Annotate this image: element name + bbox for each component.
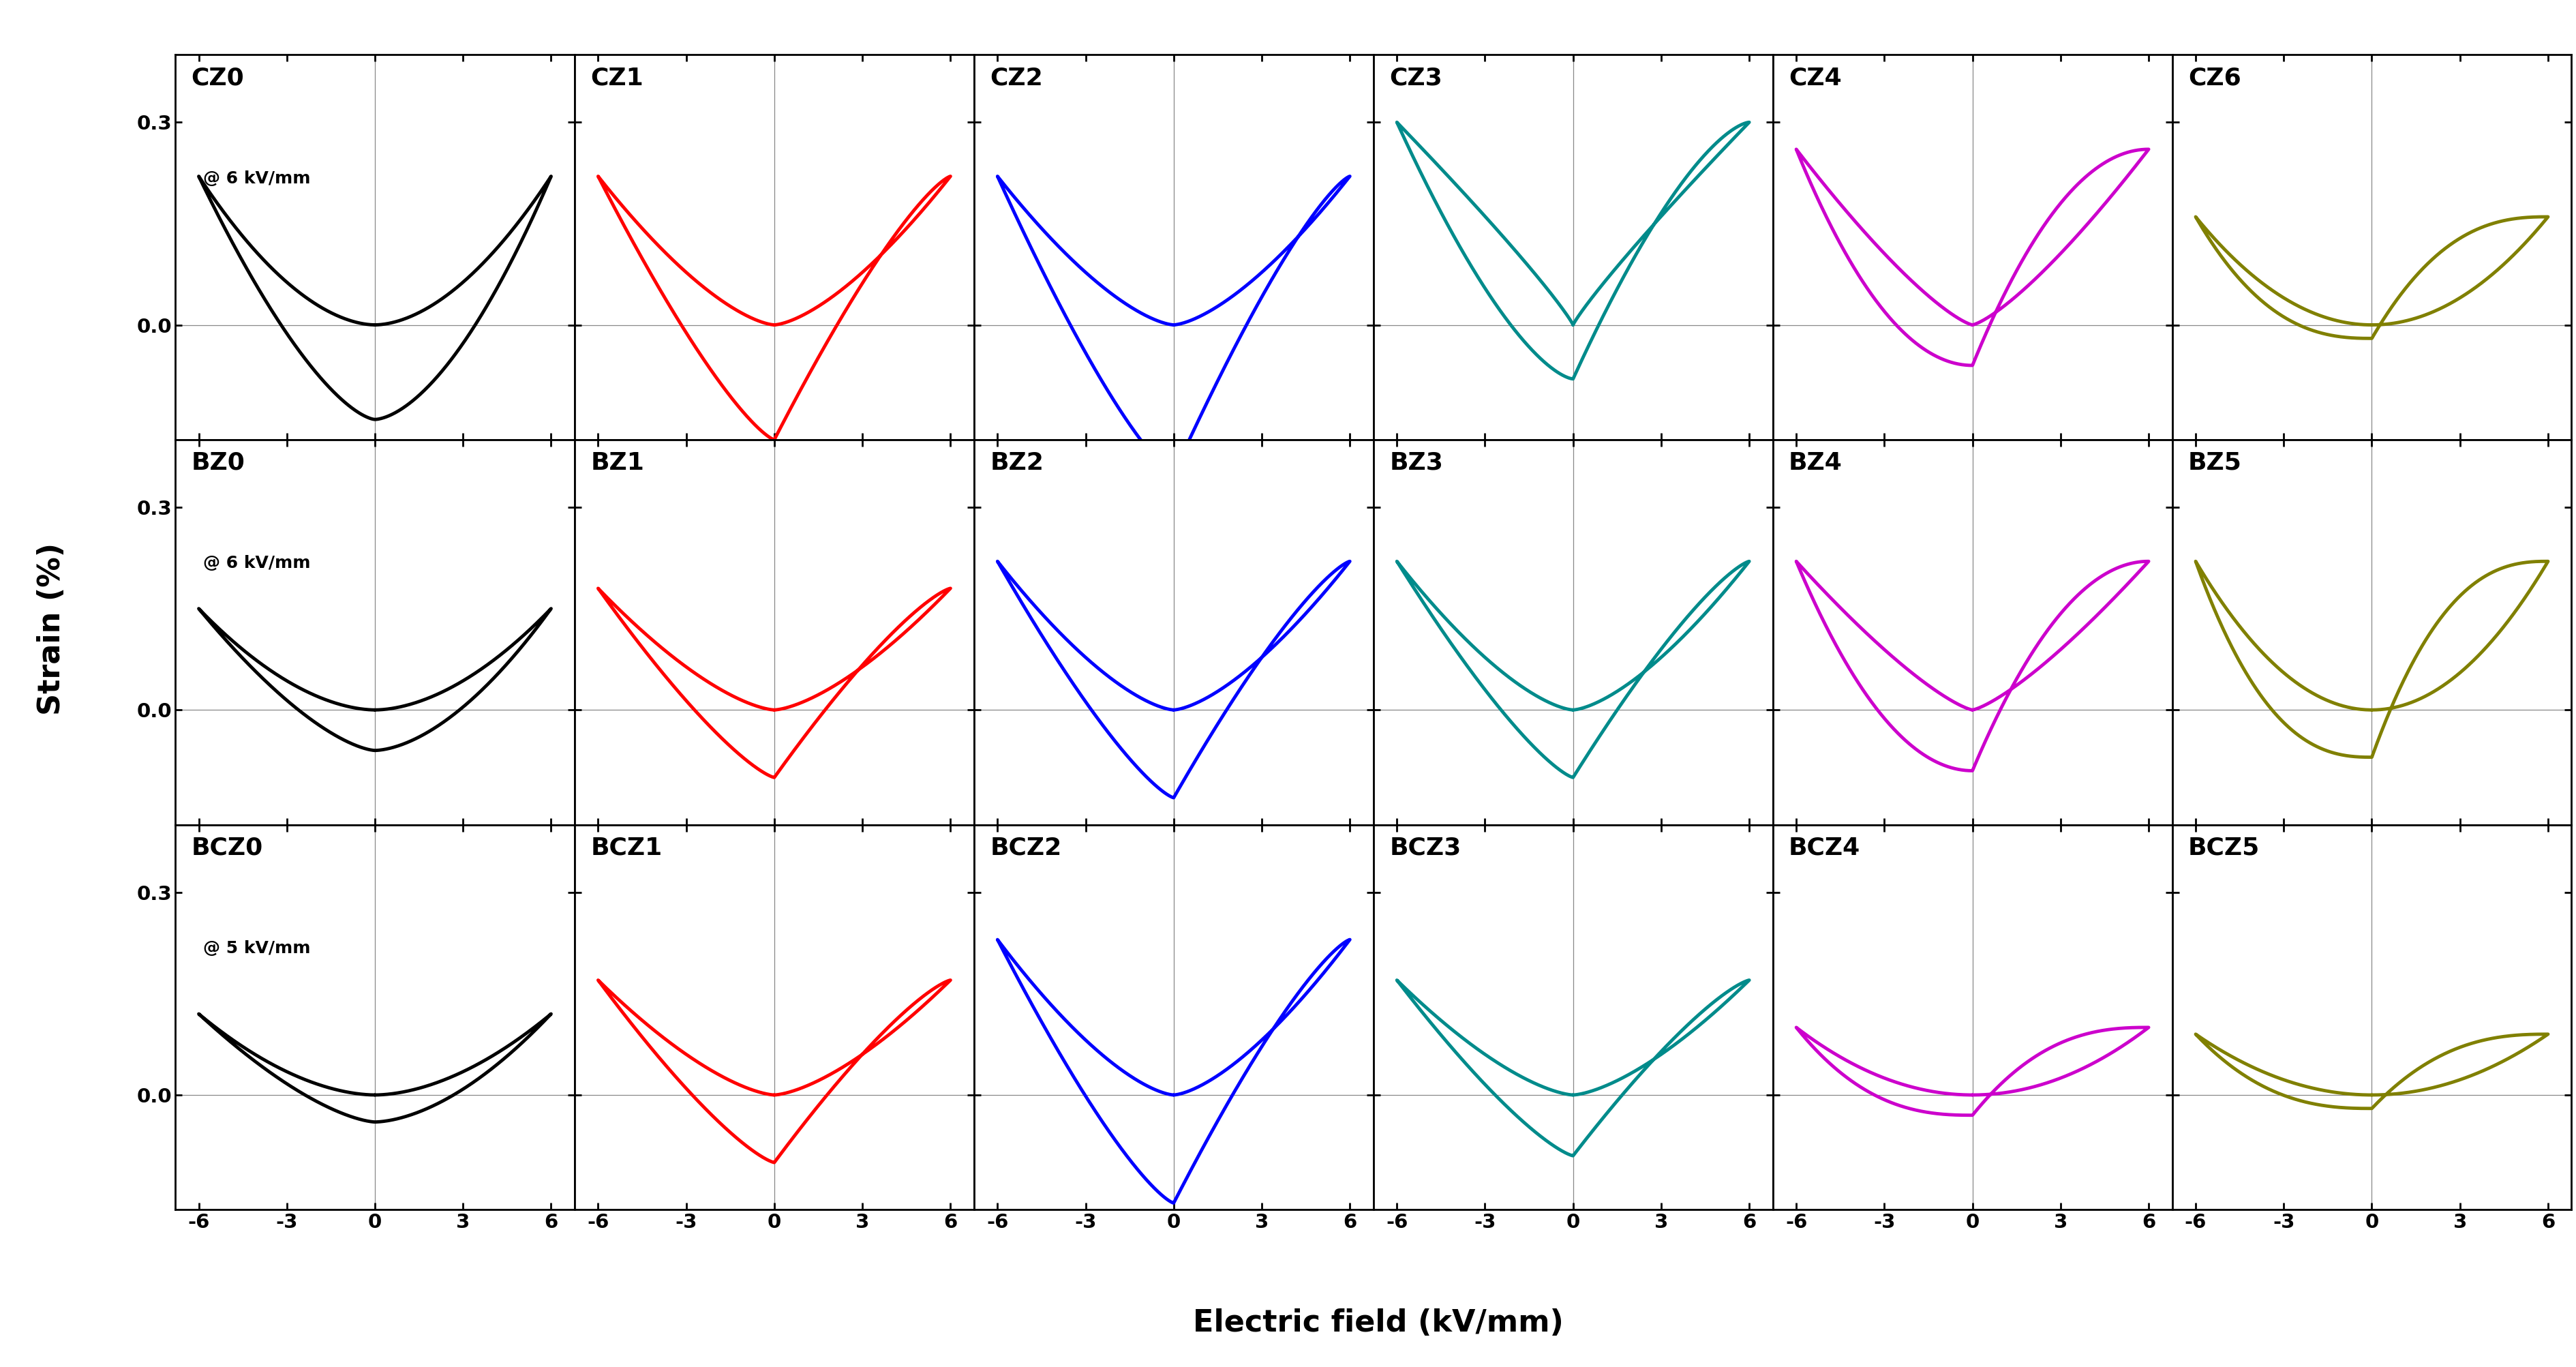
Text: @ 6 kV/mm: @ 6 kV/mm — [204, 555, 312, 571]
Text: CZ4: CZ4 — [1788, 66, 1842, 89]
Text: BZ3: BZ3 — [1388, 451, 1443, 474]
Text: BCZ2: BCZ2 — [989, 837, 1061, 860]
Text: BCZ1: BCZ1 — [590, 837, 662, 860]
Text: BZ0: BZ0 — [191, 451, 245, 474]
Text: BZ5: BZ5 — [2187, 451, 2241, 474]
Text: Strain (%): Strain (%) — [36, 543, 67, 715]
Text: BZ4: BZ4 — [1788, 451, 1842, 474]
Text: @ 5 kV/mm: @ 5 kV/mm — [204, 940, 312, 957]
Text: CZ1: CZ1 — [590, 66, 644, 89]
Text: @ 6 kV/mm: @ 6 kV/mm — [204, 171, 312, 186]
Text: CZ3: CZ3 — [1388, 66, 1443, 89]
Text: BCZ4: BCZ4 — [1788, 837, 1860, 860]
Text: BCZ5: BCZ5 — [2187, 837, 2259, 860]
Text: Electric field (kV/mm): Electric field (kV/mm) — [1193, 1308, 1564, 1338]
Text: BZ2: BZ2 — [989, 451, 1043, 474]
Text: CZ2: CZ2 — [989, 66, 1043, 89]
Text: CZ0: CZ0 — [191, 66, 245, 89]
Text: BZ1: BZ1 — [590, 451, 644, 474]
Text: BCZ0: BCZ0 — [191, 837, 263, 860]
Text: BCZ3: BCZ3 — [1388, 837, 1461, 860]
Text: CZ6: CZ6 — [2187, 66, 2241, 89]
